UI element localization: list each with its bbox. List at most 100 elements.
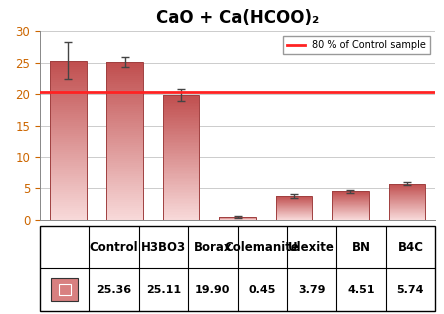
Bar: [50, 162, 87, 164]
Bar: [332, 199, 369, 200]
Bar: [106, 159, 143, 161]
Bar: [50, 210, 87, 212]
Bar: [50, 124, 87, 126]
Bar: [50, 100, 87, 102]
Bar: [388, 213, 425, 214]
Bar: [50, 172, 87, 174]
Bar: [332, 212, 369, 213]
Bar: [106, 163, 143, 165]
Bar: [50, 138, 87, 140]
Bar: [163, 175, 199, 176]
Bar: [163, 114, 199, 115]
Bar: [163, 100, 199, 101]
Bar: [50, 200, 87, 202]
Bar: [50, 166, 87, 168]
Bar: [163, 168, 199, 170]
Bar: [50, 164, 87, 166]
Bar: [50, 102, 87, 104]
Bar: [106, 64, 143, 66]
Bar: [163, 210, 199, 212]
Bar: [388, 199, 425, 200]
Bar: [163, 179, 199, 181]
Bar: [50, 152, 87, 154]
Bar: [106, 216, 143, 218]
Bar: [163, 190, 199, 192]
Bar: [388, 193, 425, 194]
Bar: [50, 83, 87, 84]
Bar: [50, 67, 87, 68]
Bar: [163, 170, 199, 171]
Bar: [106, 115, 143, 117]
Bar: [163, 198, 199, 199]
Bar: [388, 188, 425, 189]
Bar: [106, 145, 143, 147]
Bar: [50, 84, 87, 86]
Bar: [106, 119, 143, 121]
Bar: [106, 212, 143, 214]
Bar: [332, 205, 369, 206]
Bar: [50, 122, 87, 124]
Bar: [163, 120, 199, 122]
Bar: [163, 188, 199, 190]
Bar: [106, 186, 143, 188]
Bar: [106, 208, 143, 210]
Bar: [106, 80, 143, 82]
Bar: [50, 180, 87, 182]
Bar: [163, 131, 199, 132]
Bar: [106, 192, 143, 194]
Bar: [50, 108, 87, 110]
Bar: [163, 95, 199, 220]
Bar: [50, 64, 87, 67]
Bar: [332, 217, 369, 218]
Bar: [163, 206, 199, 207]
Bar: [50, 158, 87, 160]
Bar: [50, 192, 87, 194]
Bar: [106, 100, 143, 101]
Bar: [163, 117, 199, 118]
Bar: [50, 96, 87, 98]
Bar: [332, 211, 369, 212]
Text: Colemanite: Colemanite: [225, 241, 300, 254]
Bar: [388, 192, 425, 193]
Bar: [163, 160, 199, 162]
Bar: [332, 193, 369, 194]
Bar: [50, 174, 87, 176]
Bar: [163, 217, 199, 218]
Bar: [332, 207, 369, 208]
Bar: [106, 141, 143, 143]
Bar: [163, 215, 199, 217]
Bar: [388, 201, 425, 202]
Text: 25.36: 25.36: [96, 285, 131, 295]
Bar: [106, 98, 143, 100]
Bar: [106, 188, 143, 190]
Bar: [50, 89, 87, 90]
Bar: [50, 73, 87, 74]
Bar: [332, 204, 369, 205]
Bar: [50, 206, 87, 208]
Bar: [332, 219, 369, 220]
Bar: [50, 190, 87, 192]
Bar: [106, 147, 143, 149]
Bar: [163, 126, 199, 127]
Bar: [388, 196, 425, 197]
Bar: [106, 200, 143, 202]
Bar: [163, 187, 199, 188]
Bar: [163, 199, 199, 201]
Bar: [276, 196, 312, 220]
Bar: [50, 198, 87, 200]
Bar: [332, 198, 369, 199]
Bar: [50, 218, 87, 220]
Bar: [332, 197, 369, 198]
Bar: [106, 180, 143, 182]
Bar: [388, 200, 425, 201]
Bar: [106, 68, 143, 70]
Bar: [106, 175, 143, 176]
Bar: [332, 194, 369, 195]
Bar: [106, 218, 143, 220]
Bar: [106, 202, 143, 204]
Bar: [106, 88, 143, 90]
Bar: [163, 212, 199, 214]
Bar: [332, 213, 369, 214]
Bar: [163, 201, 199, 203]
Bar: [388, 194, 425, 195]
